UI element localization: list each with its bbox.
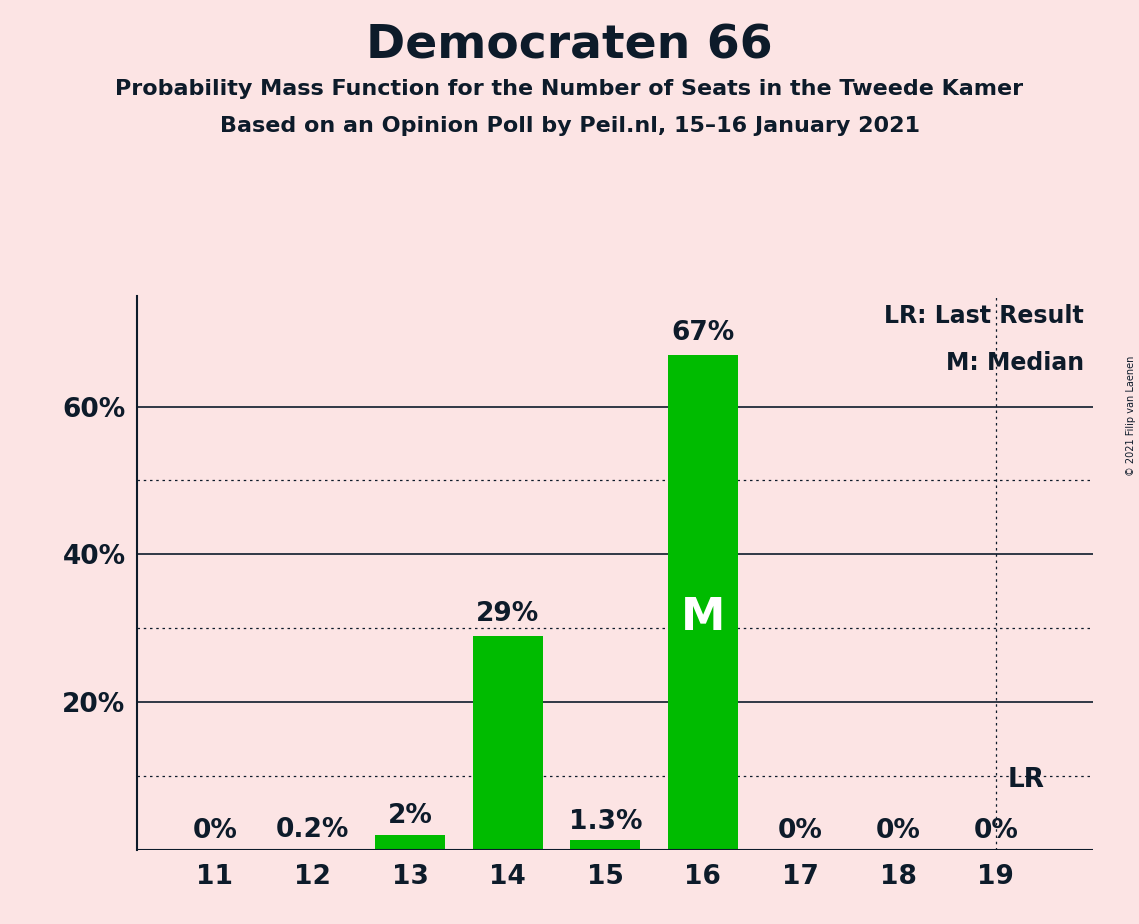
Text: Based on an Opinion Poll by Peil.nl, 15–16 January 2021: Based on an Opinion Poll by Peil.nl, 15–… [220,116,919,136]
Bar [473,636,543,850]
Text: LR: Last Result: LR: Last Result [884,304,1084,328]
Text: LR: LR [1008,767,1044,793]
Text: © 2021 Filip van Laenen: © 2021 Filip van Laenen [1125,356,1136,476]
Text: 2%: 2% [387,803,433,830]
Text: Democraten 66: Democraten 66 [366,23,773,68]
Bar [375,835,445,850]
Text: 0%: 0% [192,818,237,845]
Text: 0%: 0% [876,818,920,845]
Text: 67%: 67% [671,320,735,346]
Text: Probability Mass Function for the Number of Seats in the Tweede Kamer: Probability Mass Function for the Number… [115,79,1024,99]
Text: 0.2%: 0.2% [276,817,349,843]
Text: 0%: 0% [974,818,1018,845]
Text: M: M [681,596,726,638]
Bar [571,841,640,850]
Bar [277,848,347,850]
Text: 29%: 29% [476,601,539,626]
Text: M: Median: M: Median [945,351,1084,375]
Bar [667,355,738,850]
Text: 0%: 0% [778,818,823,845]
Text: 1.3%: 1.3% [568,808,642,834]
